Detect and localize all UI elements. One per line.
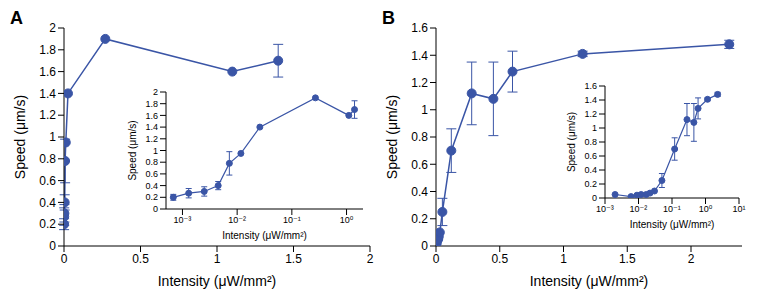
svg-text:1: 1 bbox=[560, 252, 567, 266]
svg-text:0.5: 0.5 bbox=[132, 252, 149, 266]
svg-text:0.6: 0.6 bbox=[39, 174, 56, 188]
svg-text:0.2: 0.2 bbox=[39, 217, 56, 231]
svg-text:0.4: 0.4 bbox=[39, 196, 56, 210]
svg-text:0.6: 0.6 bbox=[584, 151, 597, 161]
svg-text:1.4: 1.4 bbox=[584, 95, 597, 105]
html-text:B: B bbox=[382, 8, 395, 28]
svg-text:0.6: 0.6 bbox=[411, 158, 428, 172]
svg-text:0.8: 0.8 bbox=[39, 152, 56, 166]
svg-text:10⁰: 10⁰ bbox=[699, 204, 713, 214]
svg-text:0: 0 bbox=[421, 239, 428, 253]
svg-text:10⁻¹: 10⁻¹ bbox=[283, 215, 301, 225]
svg-text:1.6: 1.6 bbox=[145, 111, 158, 121]
svg-text:Intensity (μW/mm²): Intensity (μW/mm²) bbox=[222, 230, 307, 241]
svg-text:Speed (μm/s): Speed (μm/s) bbox=[384, 95, 400, 179]
svg-text:10⁰: 10⁰ bbox=[340, 215, 354, 225]
svg-text:0.5: 0.5 bbox=[491, 252, 508, 266]
svg-text:0.4: 0.4 bbox=[145, 181, 158, 191]
svg-text:0: 0 bbox=[49, 239, 56, 253]
html-text:A: A bbox=[10, 8, 23, 28]
svg-text:0: 0 bbox=[592, 193, 597, 203]
svg-text:2: 2 bbox=[688, 252, 695, 266]
svg-text:Speed (μm/s): Speed (μm/s) bbox=[12, 95, 28, 179]
svg-text:1: 1 bbox=[153, 146, 158, 156]
svg-text:Intensity (μW/mm²): Intensity (μW/mm²) bbox=[530, 273, 649, 289]
svg-text:0.6: 0.6 bbox=[145, 169, 158, 179]
svg-text:1.8: 1.8 bbox=[39, 43, 56, 57]
svg-text:0.8: 0.8 bbox=[584, 137, 597, 147]
svg-text:1.2: 1.2 bbox=[145, 134, 158, 144]
svg-text:1.4: 1.4 bbox=[39, 87, 56, 101]
svg-text:2: 2 bbox=[49, 21, 56, 35]
svg-text:0.2: 0.2 bbox=[411, 212, 428, 226]
svg-text:10¹: 10¹ bbox=[732, 204, 745, 214]
svg-text:0.2: 0.2 bbox=[584, 179, 597, 189]
svg-text:0.8: 0.8 bbox=[145, 157, 158, 167]
svg-text:10⁻¹: 10⁻¹ bbox=[663, 204, 681, 214]
svg-text:10⁻³: 10⁻³ bbox=[596, 204, 614, 214]
svg-text:1.5: 1.5 bbox=[619, 252, 636, 266]
svg-text:1: 1 bbox=[592, 123, 597, 133]
svg-text:10⁻²: 10⁻² bbox=[630, 204, 648, 214]
svg-text:Speed (μm/s): Speed (μm/s) bbox=[566, 112, 577, 172]
svg-text:Intensity (μW/mm²): Intensity (μW/mm²) bbox=[630, 219, 715, 230]
svg-text:2: 2 bbox=[153, 87, 158, 97]
svg-text:1.2: 1.2 bbox=[411, 76, 428, 90]
svg-text:1.6: 1.6 bbox=[39, 65, 56, 79]
svg-text:1.5: 1.5 bbox=[285, 252, 302, 266]
svg-text:1.4: 1.4 bbox=[145, 122, 158, 132]
svg-text:0: 0 bbox=[61, 252, 68, 266]
svg-text:Intensity (μW/mm²): Intensity (μW/mm²) bbox=[158, 273, 277, 289]
svg-text:0.8: 0.8 bbox=[411, 130, 428, 144]
svg-text:1.6: 1.6 bbox=[584, 81, 597, 91]
svg-text:1: 1 bbox=[49, 130, 56, 144]
svg-text:1.2: 1.2 bbox=[39, 108, 56, 122]
svg-text:Speed (μm/s): Speed (μm/s) bbox=[127, 120, 138, 180]
svg-text:1.8: 1.8 bbox=[145, 99, 158, 109]
svg-text:0.4: 0.4 bbox=[411, 185, 428, 199]
svg-text:10⁻³: 10⁻³ bbox=[174, 215, 192, 225]
svg-text:1.2: 1.2 bbox=[584, 109, 597, 119]
svg-text:2: 2 bbox=[367, 252, 374, 266]
svg-text:1.6: 1.6 bbox=[411, 21, 428, 35]
svg-text:1.4: 1.4 bbox=[411, 49, 428, 63]
svg-text:0: 0 bbox=[433, 252, 440, 266]
svg-text:1: 1 bbox=[214, 252, 221, 266]
svg-text:0: 0 bbox=[153, 204, 158, 214]
svg-text:0.4: 0.4 bbox=[584, 165, 597, 175]
svg-text:10⁻²: 10⁻² bbox=[228, 215, 246, 225]
svg-text:0.2: 0.2 bbox=[145, 192, 158, 202]
svg-text:1: 1 bbox=[421, 103, 428, 117]
